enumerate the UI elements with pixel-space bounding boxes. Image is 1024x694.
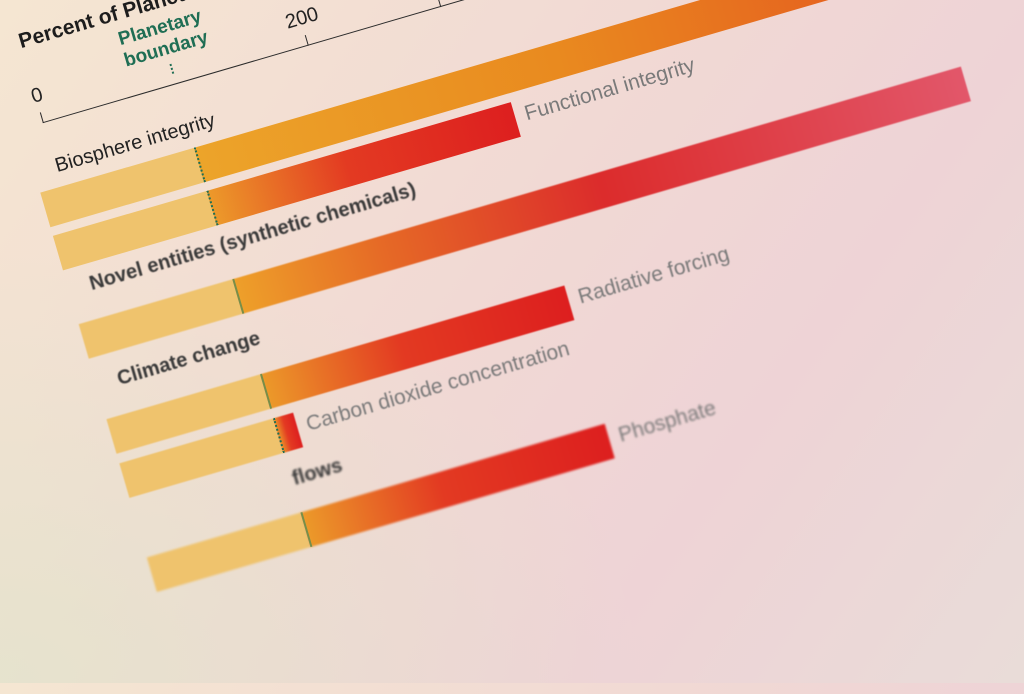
bar-base-3-0 [146,512,311,592]
series-label-2-0: Radiative forcing [575,242,733,309]
category-label-3: flows [289,454,345,490]
bar-3-0 [300,423,616,548]
series-label-3-0: Phosphate [615,396,719,447]
x-tick-200 [304,34,309,46]
x-tick-label-200: 200 [282,3,322,34]
planetary-boundary-tick [169,63,175,74]
